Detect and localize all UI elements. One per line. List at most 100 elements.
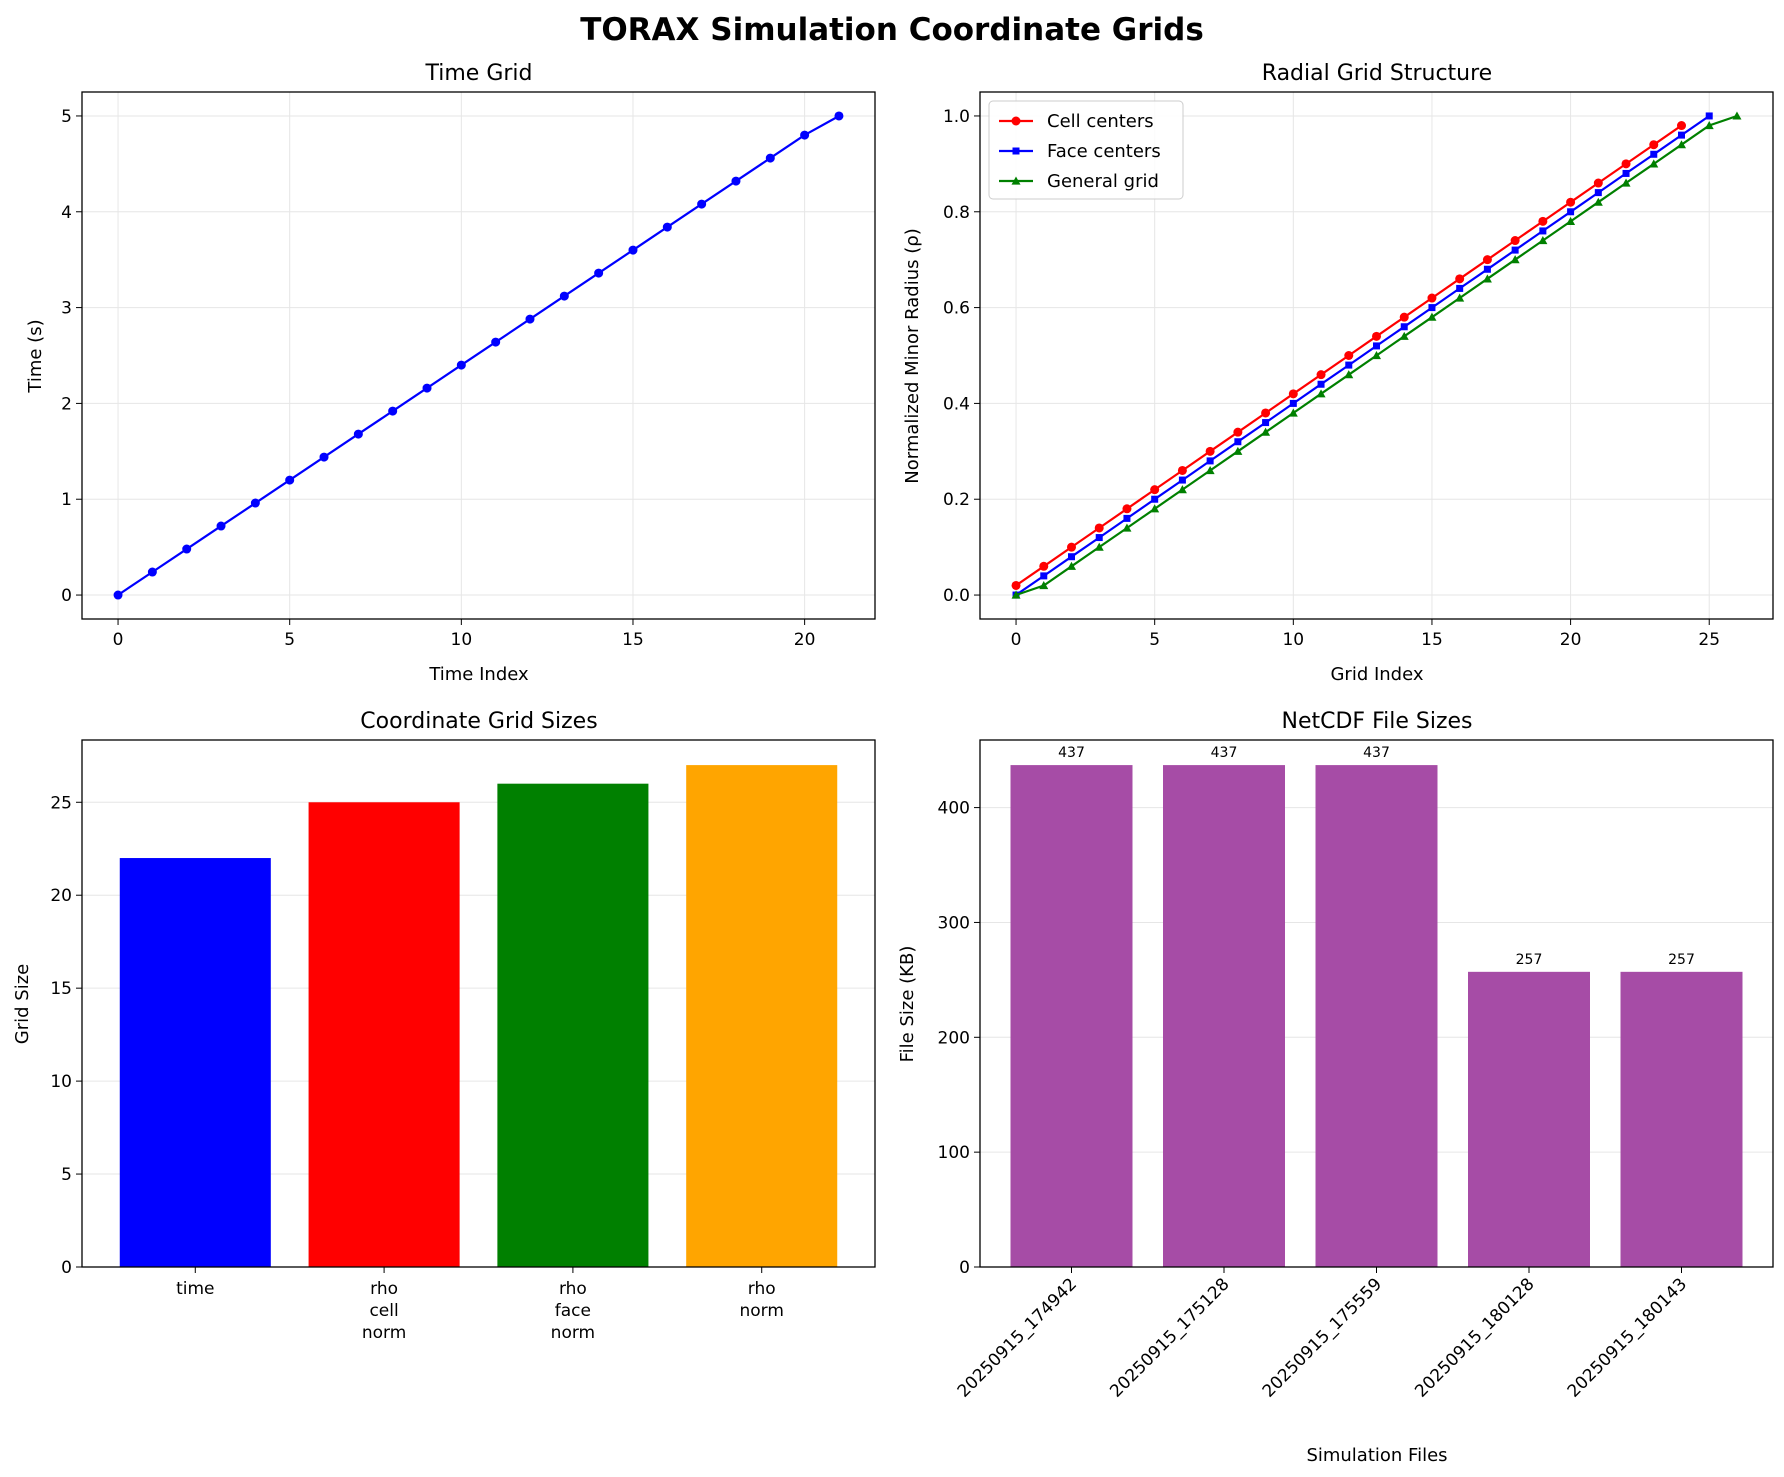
data-point [1011,116,1021,126]
x-tick-label: 10 [1282,630,1304,650]
data-point [1622,169,1630,177]
data-point [1122,523,1132,532]
data-point [662,222,672,232]
data-point [319,452,329,462]
x-tick-label: 20250915_174942 [954,1274,1081,1401]
data-point [456,360,466,370]
data-point [1427,312,1437,321]
y-tick-label: 0.4 [943,394,970,414]
bar [1163,765,1285,1267]
y-tick-label: 20 [50,886,72,906]
data-point [1206,457,1214,465]
data-point [1566,197,1576,207]
data-point [491,337,501,347]
y-axis-label: Grid Size [12,964,33,1044]
bar [1315,765,1438,1267]
x-tick-label: 10 [451,630,473,650]
plot-frame [979,739,1774,1268]
data-point [147,567,157,577]
data-point [1067,561,1076,570]
data-point [216,521,226,531]
data-point [1150,504,1160,513]
x-tick-label: norm [551,1323,595,1343]
data-point [1094,542,1104,551]
data-point [1317,380,1325,388]
data-point [182,544,192,554]
y-axis-label: Time (s) [25,319,46,393]
bar-value-label: 257 [1516,952,1543,968]
y-tick-label: 100 [938,1143,970,1163]
data-point [388,406,398,416]
data-point [113,590,123,600]
x-axis-label: Time Index [428,664,529,685]
data-point [1567,208,1575,216]
y-tick-label: 300 [938,913,970,933]
data-point [1123,514,1131,522]
data-point [594,268,604,278]
data-point [1732,111,1742,120]
bar [497,783,649,1267]
legend-label: Cell centers [1047,111,1154,132]
y-tick-label: 10 [50,1072,72,1092]
x-tick-label: cell [369,1301,398,1321]
data-point [1511,246,1519,254]
y-tick-label: 0 [61,1258,72,1278]
bar-value-label: 257 [1668,952,1695,968]
data-point [1593,178,1603,188]
x-tick-label: 20250915_180128 [1411,1274,1538,1401]
bar [1468,971,1590,1267]
data-point [765,153,775,163]
data-point [1039,561,1049,571]
time-grid-plot: Time Grid 0 5 10 15 20 0 1 2 3 4 5 Time Index Time… [25,61,876,685]
data-point [1704,121,1714,130]
data-point [1427,293,1437,303]
data-point [1011,590,1021,599]
plot-title: Radial Grid Structure [1262,61,1492,86]
x-tick-label: 0 [1011,630,1022,650]
data-point [1234,438,1242,446]
data-point [1095,534,1103,542]
x-tick-label: 20 [1560,630,1582,650]
data-point [1482,255,1492,265]
bar [686,765,838,1267]
data-point [1621,159,1631,169]
y-tick-label: 0.2 [943,490,970,510]
x-axis-label: Grid Index [1330,664,1423,685]
data-point [1399,312,1409,322]
legend: Cell centers Face centers General grid [988,100,1184,200]
y-tick-label: 0 [959,1258,970,1278]
bar [1620,971,1743,1267]
data-point [1068,553,1075,561]
data-point [1289,399,1297,407]
data-point [1400,323,1408,331]
data-point [1621,178,1631,187]
data-point [1510,255,1520,264]
bar [119,858,271,1267]
x-tick-label: 20250915_175128 [1106,1274,1233,1401]
bar [1010,765,1133,1267]
legend-label: General grid [1047,171,1159,192]
y-tick-label: 5 [61,107,72,127]
plot-frame [81,91,876,620]
data-point [1288,408,1298,417]
data-point [1483,265,1491,273]
data-point [1261,408,1271,418]
y-tick-label: 0.6 [943,299,970,319]
data-point [1205,465,1215,475]
y-tick-label: 15 [50,979,72,999]
data-point [1011,176,1021,185]
figure-title: TORAX Simulation Coordinate Grids [580,12,1204,48]
netcdf-file-sizes-plot: NetCDF File Sizes 437 437 437 257 257 0 100 20… [897,709,1774,1466]
y-tick-label: 3 [61,299,72,319]
bar-value-label: 437 [1363,745,1390,761]
data-point [1122,504,1132,514]
data-point [1233,427,1243,437]
data-point [1344,370,1354,379]
series-face-centers [1015,115,1710,596]
data-point [1677,140,1686,149]
y-tick-label: 2 [61,394,72,414]
data-point [1649,159,1659,168]
bar-value-label: 437 [1058,745,1085,761]
data-point [1428,304,1436,312]
